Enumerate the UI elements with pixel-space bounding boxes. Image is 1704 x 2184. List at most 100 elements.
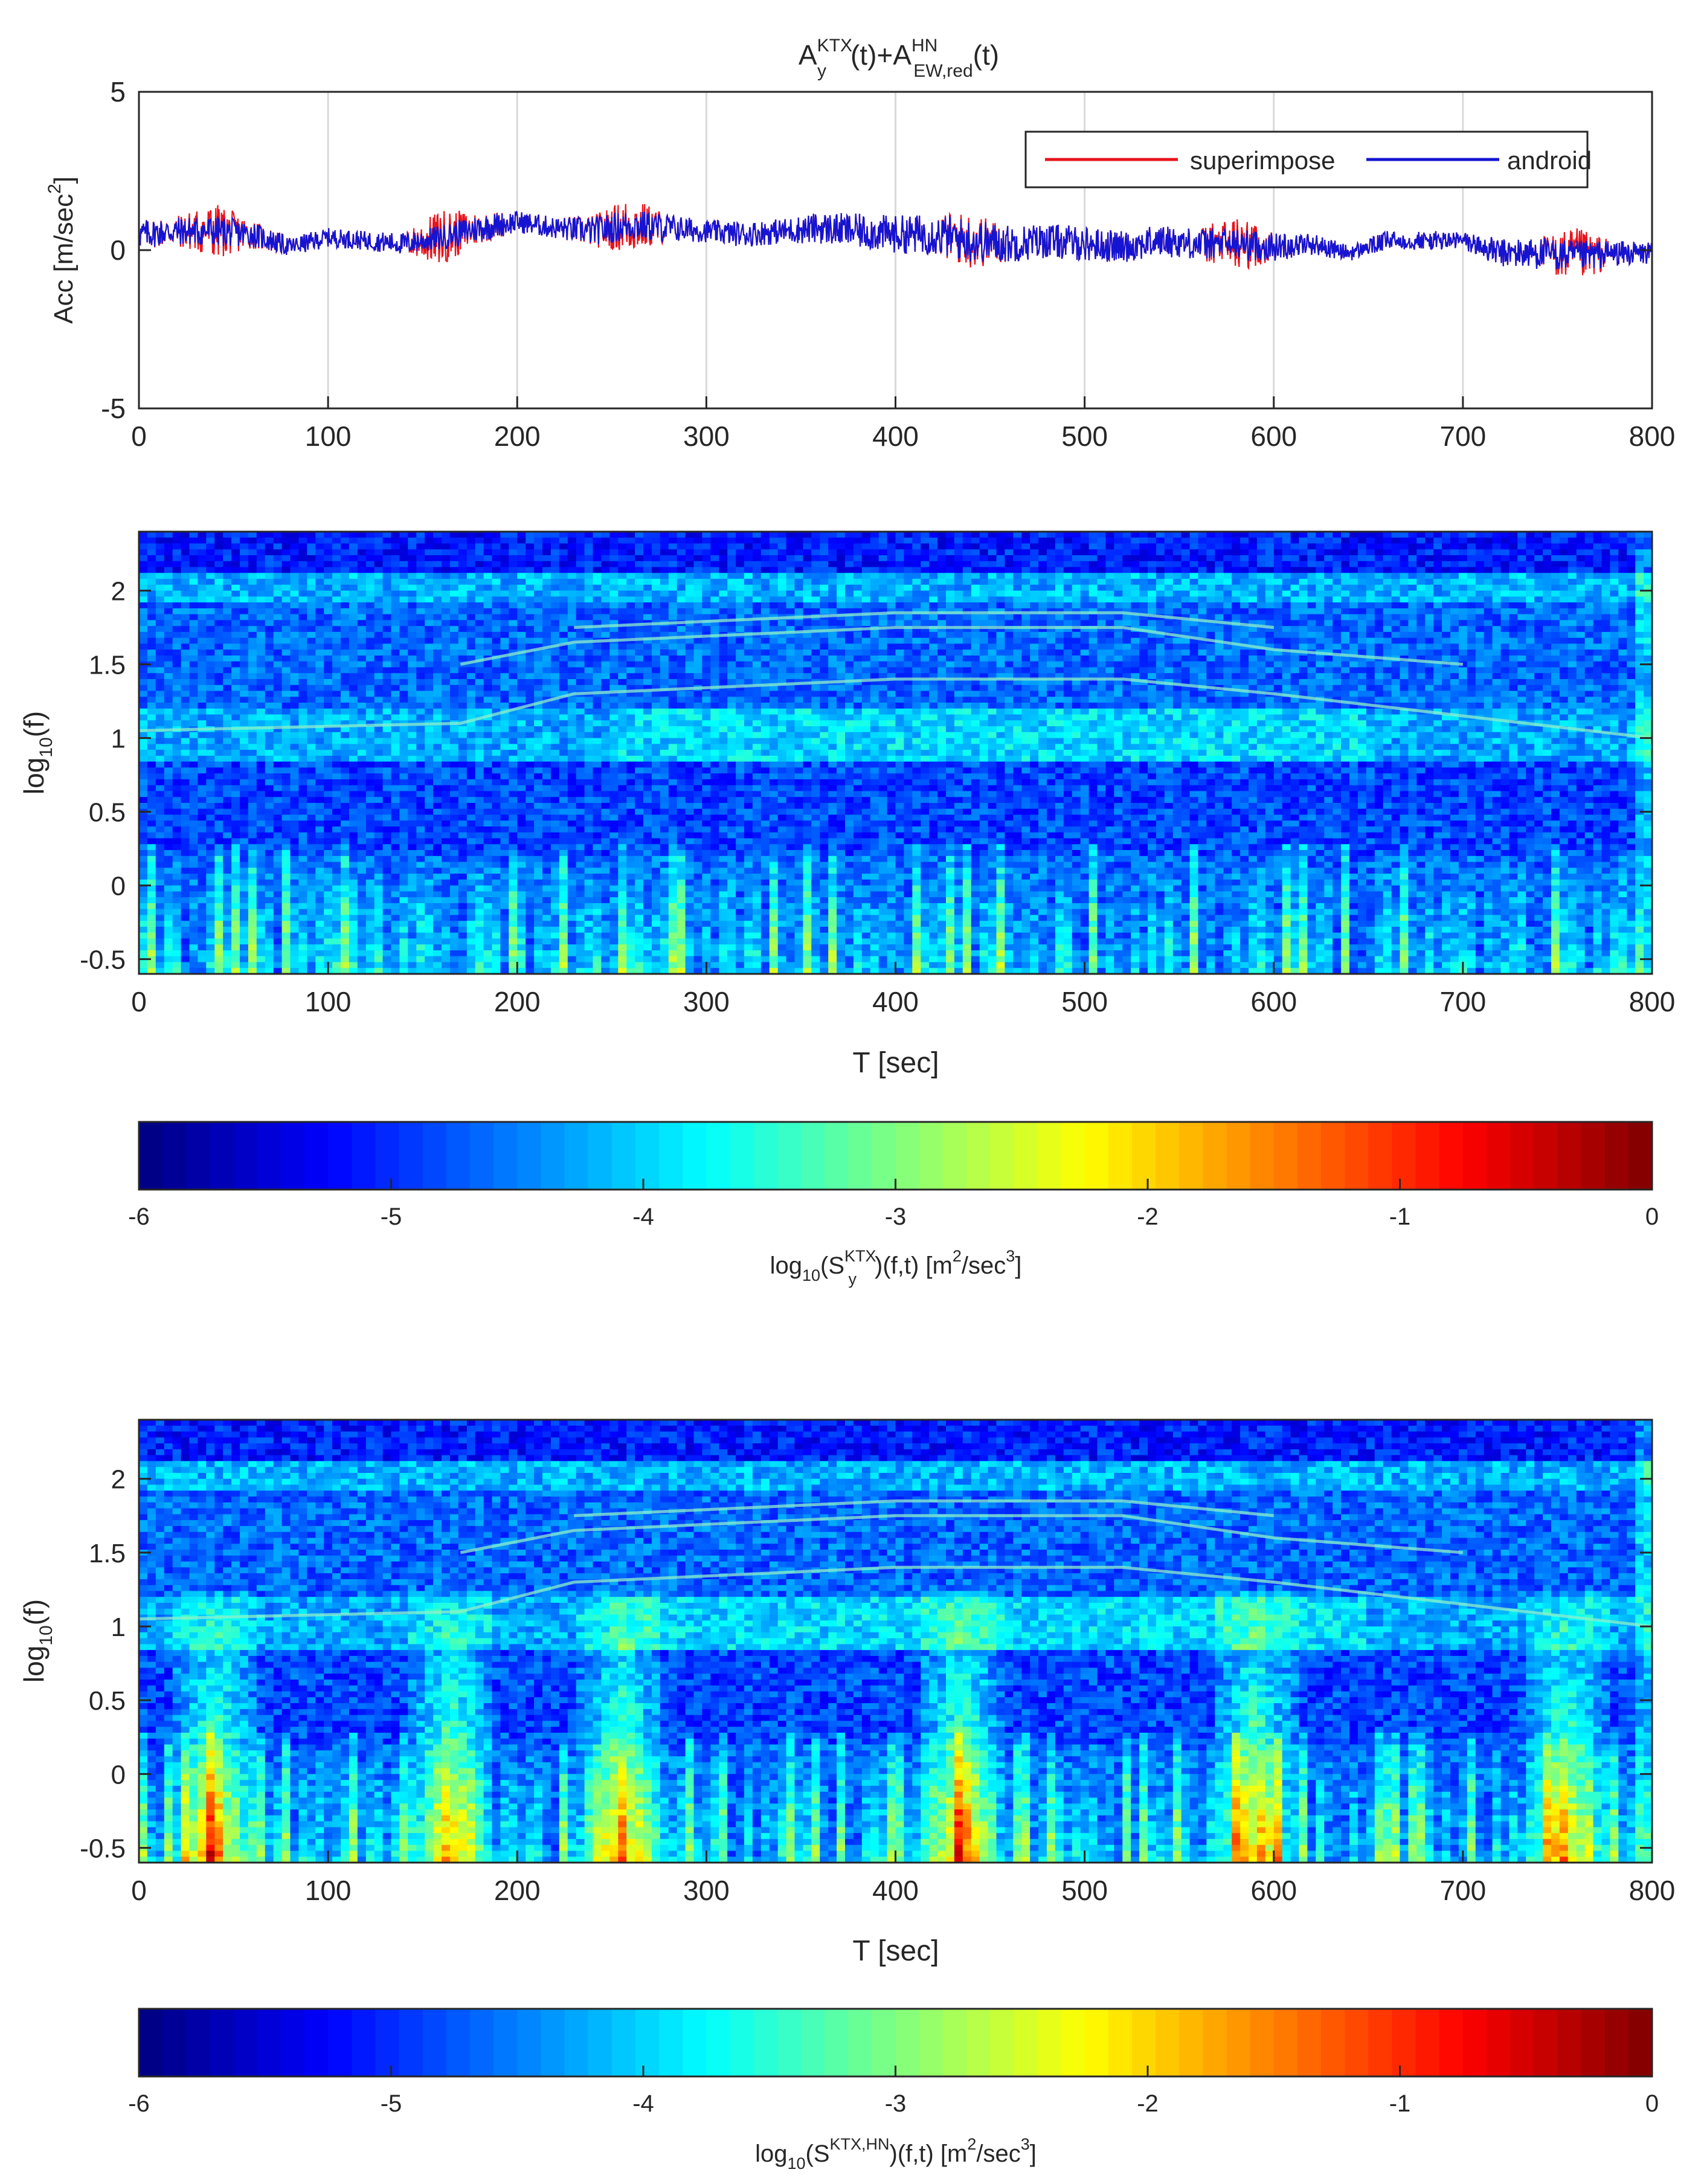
spectrogram-ktx-cell [1366, 685, 1375, 691]
spectrogram-ktx-cell [1501, 643, 1510, 649]
spectrogram-ktx-cell [206, 585, 215, 591]
spectrogram-ktx-cell [198, 549, 207, 555]
spectrogram-ktx-cell [1425, 555, 1434, 561]
spectrogram-ktx-cell [1635, 679, 1644, 685]
spectrogram-ktx-cell [298, 602, 307, 608]
spectrogram-ktx-cell [568, 561, 577, 567]
spectrogram-ktx-cell [231, 591, 240, 597]
spectrogram-ktx-cell [609, 579, 619, 585]
spectrogram-ktx-cell [231, 544, 240, 550]
spectrogram-ktx-cell [576, 614, 585, 620]
spectrogram-ktx-cell [929, 555, 938, 561]
spectrogram-ktx-cell [1627, 561, 1636, 567]
spectrogram-ktx-cell [1021, 549, 1030, 555]
spectrogram-ktx-cell [1013, 555, 1022, 561]
spectrogram-ktx-cell [609, 602, 619, 608]
spectrogram-ktx-cell [1349, 544, 1358, 550]
spectrogram-ktx-cell [1644, 679, 1653, 685]
spectrogram-ktx-cell [399, 549, 408, 555]
spectrogram-ktx-cell [1131, 638, 1140, 644]
spectrogram-ktx-cell [803, 649, 812, 656]
spectrogram-ktx-cell [727, 602, 736, 608]
spectrogram-ktx-cell [786, 579, 796, 585]
spectrogram-ktx-cell [1509, 555, 1518, 561]
spectrogram-ktx-cell [761, 573, 770, 579]
spectrogram-ktx-cell [1551, 643, 1560, 649]
spectrogram-ktx-cell [291, 549, 300, 555]
spectrogram-ktx-cell [383, 691, 392, 697]
spectrogram-ktx-cell [375, 691, 384, 697]
spectrogram-ktx-cell [963, 549, 972, 555]
spectrogram-ktx-cell [887, 538, 896, 544]
spectrogram-ktx-cell [375, 538, 384, 544]
spectrogram-ktx-cell [291, 656, 300, 662]
spectrogram-ktx-cell [820, 638, 829, 644]
spectrogram-ktx-cell [450, 679, 459, 685]
spectrogram-ktx-cell [803, 585, 812, 591]
spectrogram-ktx-cell [298, 538, 307, 544]
spectrogram-ktx-cell [1316, 567, 1325, 573]
spectrogram-ktx-cell [937, 532, 947, 538]
spectrogram-ktx-cell [315, 643, 324, 649]
spectrogram-ktx-cell [677, 614, 686, 620]
spectrogram-ktx-cell [1182, 585, 1191, 591]
spectrogram-ktx-cell [761, 532, 770, 538]
spectrogram-ktx-cell [929, 649, 938, 656]
spectrogram-ktx-cell [1206, 662, 1215, 668]
spectrogram-ktx-cell [845, 602, 854, 608]
spectrogram-ktx-cell [1299, 544, 1308, 550]
spectrogram-ktx-cell [1182, 549, 1191, 555]
spectrogram-ktx-cell [727, 561, 736, 567]
spectrogram-ktx-cell [778, 673, 787, 679]
spectrogram-ktx-cell [1400, 608, 1409, 614]
spectrogram-ktx-cell [1105, 614, 1114, 620]
spectrogram-ktx-cell [1392, 643, 1401, 649]
spectrogram-ktx-cell [736, 532, 745, 538]
spectrogram-ktx-cell [1476, 538, 1485, 544]
spectrogram-ktx-cell [1291, 579, 1300, 585]
spectrogram-ktx-cell [1114, 549, 1123, 555]
spectrogram-ktx-cell [669, 532, 678, 538]
spectrogram-ktx-cell [1433, 649, 1442, 656]
spectrogram-ktx-cell [156, 579, 165, 585]
spectrogram-ktx-cell [736, 567, 745, 573]
spectrogram-ktx-cell [458, 585, 468, 591]
spectrogram-ktx-cell [341, 596, 350, 602]
spectrogram-ktx-cell [274, 626, 283, 632]
spectrogram-ktx-cell [1416, 649, 1426, 656]
spectrogram-ktx-cell [1038, 620, 1047, 626]
spectrogram-ktx-cell [879, 649, 888, 656]
spectrogram-ktx-cell [349, 691, 358, 697]
spectrogram-ktx-cell [1543, 591, 1552, 597]
spectrogram-ktx-cell [1627, 656, 1636, 662]
spectrogram-ktx-cell [1493, 573, 1502, 579]
spectrogram-ktx-cell [854, 673, 863, 679]
spectrogram-ktx-cell [770, 668, 779, 674]
spectrogram-ktx-cell [399, 555, 408, 561]
spectrogram-ktx-cell [1400, 591, 1409, 597]
spectrogram-ktx-cell [1122, 602, 1131, 608]
spectrogram-ktx-cell [492, 596, 501, 602]
spectrogram-ktx-cell [1215, 538, 1224, 544]
spectrogram-ktx-cell [1627, 567, 1636, 573]
spectrogram-ktx-cell [795, 538, 804, 544]
spectrogram-ktx-cell [375, 649, 384, 656]
spectrogram-ktx-cell [500, 544, 509, 550]
spectrogram-ktx-cell [1450, 555, 1459, 561]
spectrogram-ktx-cell [517, 579, 526, 585]
spectrogram-ktx-cell [845, 532, 854, 538]
timeseries-x-tick-label: 0 [131, 420, 147, 452]
spectrogram-ktx-cell [669, 591, 678, 597]
spectrogram-ktx-cell [753, 555, 762, 561]
spectrogram-ktx-cell [257, 549, 266, 555]
spectrogram-ktx-cell [1358, 549, 1367, 555]
spectrogram-ktx-cell [1627, 673, 1636, 679]
spectrogram-ktx-cell [1543, 549, 1552, 555]
spectrogram-ktx-cell [568, 538, 577, 544]
spectrogram-ktx-cell [391, 643, 400, 649]
spectrogram-ktx-cell [820, 608, 829, 614]
spectrogram-ktx-cell [1013, 591, 1022, 597]
spectrogram-ktx-cell [173, 591, 182, 597]
spectrogram-ktx-cell [425, 632, 434, 638]
spectrogram-ktx-cell [1543, 532, 1552, 538]
